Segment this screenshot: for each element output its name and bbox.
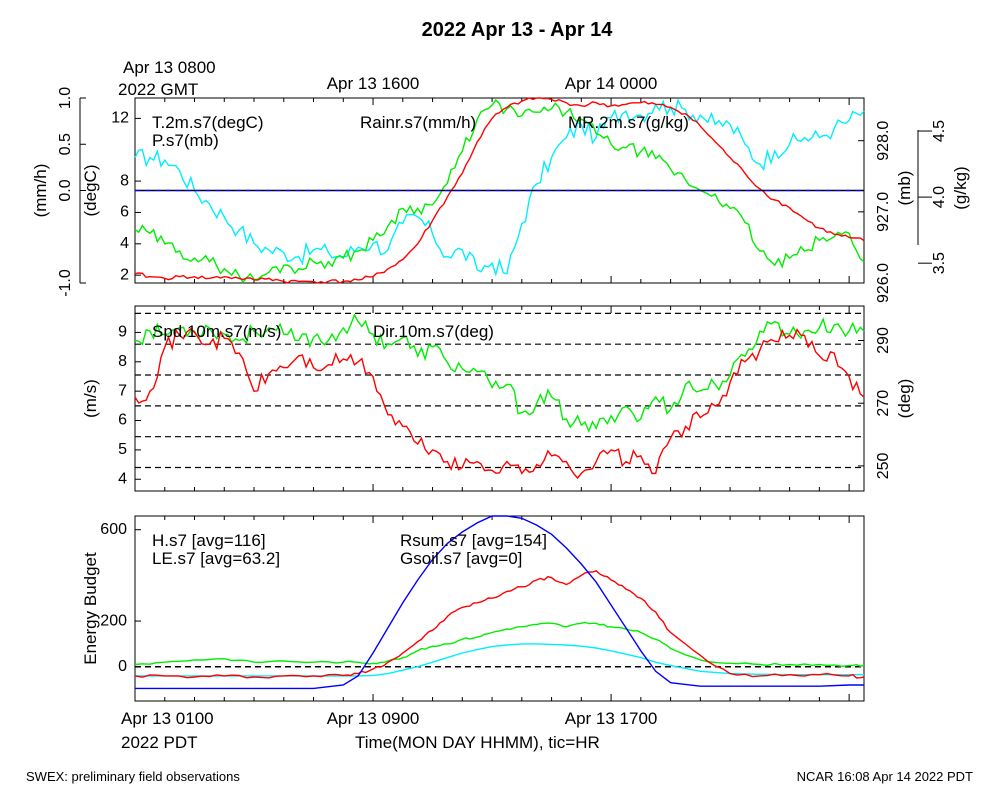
bottom-axis-origin-year: 2022 PDT (121, 733, 198, 752)
rain-axis-tick-label: -1.0 (57, 269, 74, 297)
rain-axis-tick-label: 1.0 (57, 87, 74, 109)
direction-axis-tick-label: 270 (875, 390, 892, 417)
top-axis-origin-year: 2022 GMT (118, 80, 198, 99)
series-line-mr (134, 98, 865, 277)
temp-axis-label: (degC) (81, 165, 100, 217)
speed-axis-label: (m/s) (81, 379, 100, 418)
series-line-dir (134, 313, 865, 433)
temp-axis-tick-label: 2 (120, 266, 129, 283)
top-axis-time-labels: Apr 13 1600 Apr 14 0000 (327, 74, 658, 93)
footer-left: SWEX: preliminary field observations (26, 769, 240, 784)
legend-label: Gsoil.s7 [avg=0] (400, 549, 522, 568)
pressure-axis-tick-label: 928.0 (875, 121, 892, 161)
speed-axis-tick-label: 5 (118, 441, 127, 458)
direction-axis-tick-label: 250 (875, 452, 892, 479)
wind-panel: Spd.10m.s7(m/s) Dir.10m.s7(deg) 4 5 6 7 8 9 (m/s… (81, 306, 914, 491)
top-axis-time-label: Apr 13 1600 (327, 74, 420, 93)
direction-axis-label: (deg) (895, 379, 914, 419)
energy-axis-tick-label: 0 (118, 658, 127, 675)
legend-label: Rainr.s7(mm/h) (360, 113, 476, 132)
rain-axis-tick-label: 0.5 (57, 133, 74, 155)
legend-label: T.2m.s7(degC) (152, 113, 263, 132)
footer-right: NCAR 16:08 Apr 14 2022 PDT (797, 769, 973, 784)
chart-title: 2022 Apr 13 - Apr 14 (422, 19, 614, 41)
pressure-axis-tick-label: 927.0 (875, 192, 892, 232)
temp-axis-tick-label: 8 (120, 172, 129, 189)
pressure-axis-tick-label: 926.0 (875, 263, 892, 303)
energy-axis-tick-label: 200 (100, 612, 127, 629)
bottom-axis-time-label: Apr 13 0900 (327, 709, 420, 728)
legend-label: LE.s7 [avg=63.2] (152, 549, 280, 568)
mr-axis-tick-label: 3.5 (931, 252, 948, 274)
speed-axis-tick-label: 6 (118, 412, 127, 429)
bottom-axis-time-labels: Apr 13 0900 Apr 13 1700 (327, 709, 658, 728)
speed-axis-tick-label: 8 (118, 353, 127, 370)
top-axis-origin-time: Apr 13 0800 (123, 58, 216, 77)
speed-axis-tick-label: 7 (118, 382, 127, 399)
speed-axis-tick-label: 9 (118, 324, 127, 341)
speed-axis-tick-label: 4 (118, 470, 127, 487)
legend-label: P.s7(mb) (152, 131, 219, 150)
mr-axis-label: (g/kg) (951, 166, 970, 209)
series-line-p (134, 99, 865, 284)
series-line-rsum (135, 515, 864, 690)
mr-axis-tick-label: 4.5 (931, 120, 948, 142)
pressure-axis-label: (mb) (895, 171, 914, 206)
energy-axis-tick-label: 600 (100, 521, 127, 538)
mr-axis-tick-label: 4.0 (931, 186, 948, 208)
series-line-t (134, 97, 865, 284)
direction-axis-tick-label: 290 (875, 327, 892, 354)
energy-axis-label: Energy Budget (81, 552, 100, 665)
temp-axis-tick-label: 4 (120, 235, 129, 252)
legend-label: MR.2m.s7(g/kg) (568, 113, 689, 132)
legend-label: Rsum.s7 [avg=154] (400, 531, 547, 550)
bottom-axis-origin-time: Apr 13 0100 (121, 709, 214, 728)
legend-label: Spd.10m.s7(m/s) (152, 322, 281, 341)
series-line-spd (134, 327, 865, 480)
legend-label: Dir.10m.s7(deg) (373, 322, 494, 341)
temp-axis-tick-label: 12 (111, 110, 129, 127)
temp-axis-tick-label: 6 (120, 204, 129, 221)
rain-axis-tick-label: 0.0 (57, 179, 74, 201)
x-axis-label: Time(MON DAY HHMM), tic=HR (355, 733, 600, 752)
wind-panel-frame (134, 305, 865, 492)
bottom-axis-time-label: Apr 13 1700 (565, 709, 658, 728)
rain-axis-label: (mm/h) (31, 164, 50, 218)
top-axis-time-label: Apr 14 0000 (565, 74, 658, 93)
legend-label: H.s7 [avg=116] (152, 531, 266, 550)
thermo-panel: T.2m.s7(degC)P.s7(mb) Rainr.s7(mm/h) MR.2m… (31, 87, 970, 303)
series-line-h (134, 570, 865, 679)
energy-panel: H.s7 [avg=116]LE.s7 [avg=63.2] Rsum.s7 [a… (81, 515, 865, 701)
series-line-le (134, 621, 865, 668)
